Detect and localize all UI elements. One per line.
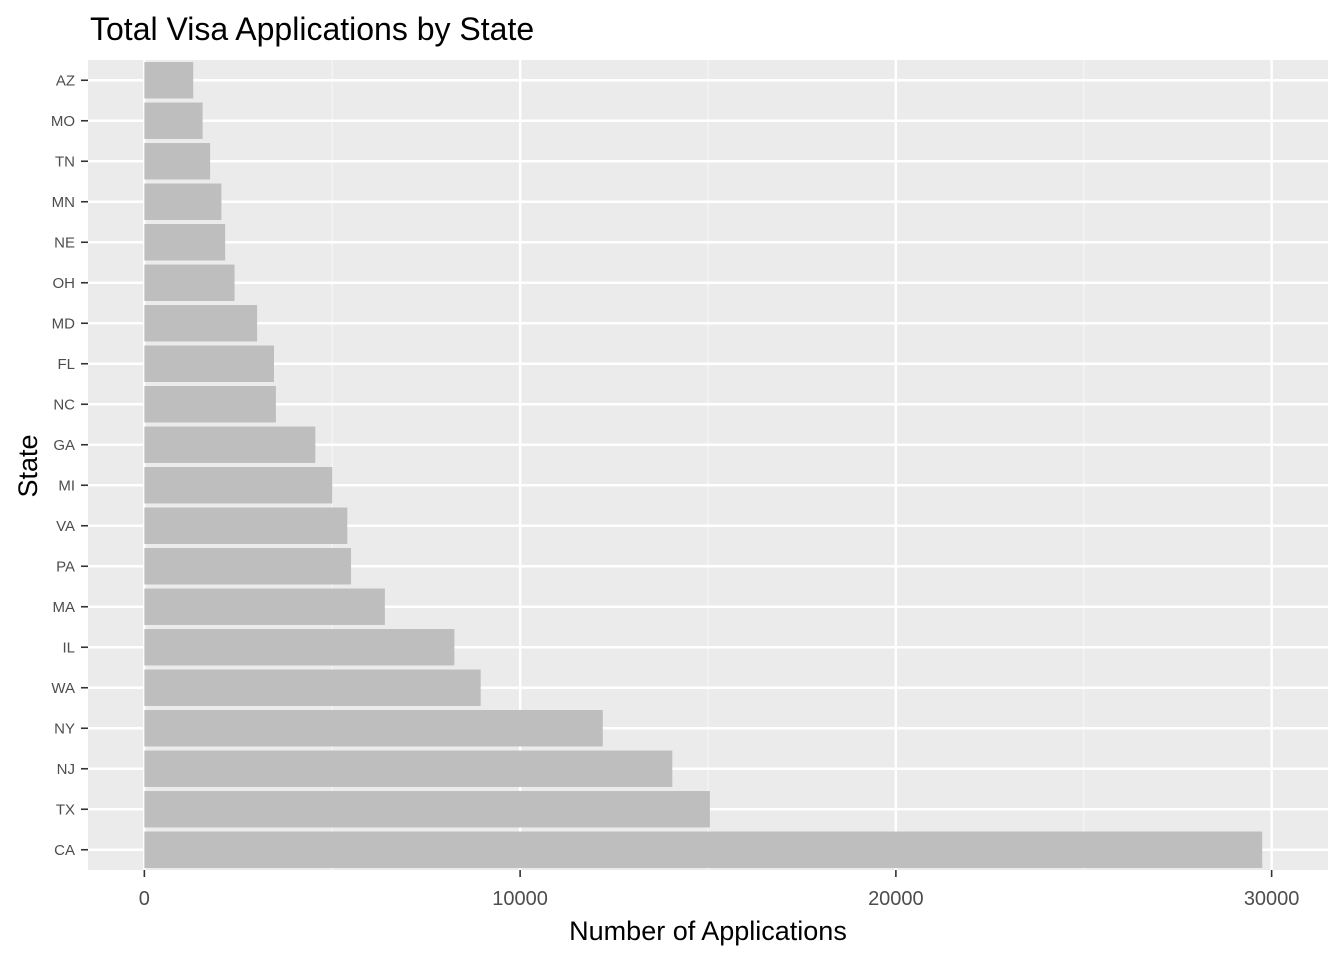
y-tick-label: FL xyxy=(57,356,75,373)
bar-mo xyxy=(144,102,203,139)
bar-oh xyxy=(144,264,235,301)
y-tick-label: MI xyxy=(58,477,75,494)
bar-fl xyxy=(144,345,274,382)
y-tick-label: TN xyxy=(55,153,75,170)
bar-md xyxy=(144,305,258,342)
y-tick-label: CA xyxy=(54,842,75,859)
y-axis-title: State xyxy=(13,434,43,497)
y-tick-label: MD xyxy=(52,315,75,332)
y-axis: AZ MO TN MN NE OH MD FL NC GA MI VA PA MA IL WA NY NJ TX CA xyxy=(51,72,88,859)
bar-mi xyxy=(144,467,333,504)
bar-ca xyxy=(144,831,1263,868)
y-tick-label: AZ xyxy=(56,72,75,89)
bar-ga xyxy=(144,426,316,463)
x-tick-label: 20000 xyxy=(868,888,924,910)
bar-ne xyxy=(144,224,226,261)
y-tick-label: MO xyxy=(51,113,75,130)
bar-nc xyxy=(144,386,276,423)
bar-il xyxy=(144,629,455,666)
x-tick-label: 0 xyxy=(139,888,150,910)
y-tick-label: NE xyxy=(54,234,75,251)
x-tick-label: 10000 xyxy=(492,888,548,910)
bar-ny xyxy=(144,710,603,747)
major-gridlines xyxy=(88,60,1328,870)
bars xyxy=(144,62,1263,868)
y-tick-label: NC xyxy=(53,396,75,413)
bar-tx xyxy=(144,791,710,828)
y-tick-label: NJ xyxy=(57,761,75,778)
y-tick-label: VA xyxy=(56,518,75,535)
bar-va xyxy=(144,507,348,544)
y-tick-label: WA xyxy=(51,680,75,697)
y-tick-label: MA xyxy=(53,599,76,616)
y-tick-label: OH xyxy=(53,275,76,292)
chart-title: Total Visa Applications by State xyxy=(90,11,534,47)
y-tick-label: IL xyxy=(62,639,75,656)
bar-az xyxy=(144,62,194,99)
bar-wa xyxy=(144,669,481,706)
y-tick-label: PA xyxy=(56,558,75,575)
y-tick-label: TX xyxy=(56,801,75,818)
bar-nj xyxy=(144,750,673,787)
y-tick-label: NY xyxy=(54,720,75,737)
y-tick-label: MN xyxy=(52,194,75,211)
bar-tn xyxy=(144,143,211,180)
bar-ma xyxy=(144,588,385,625)
y-tick-label: GA xyxy=(53,437,75,454)
x-axis-title: Number of Applications xyxy=(569,916,847,946)
x-axis: 0 10000 20000 30000 xyxy=(139,870,1300,910)
bar-mn xyxy=(144,183,222,220)
x-tick-label: 30000 xyxy=(1244,888,1300,910)
bar-pa xyxy=(144,548,352,585)
